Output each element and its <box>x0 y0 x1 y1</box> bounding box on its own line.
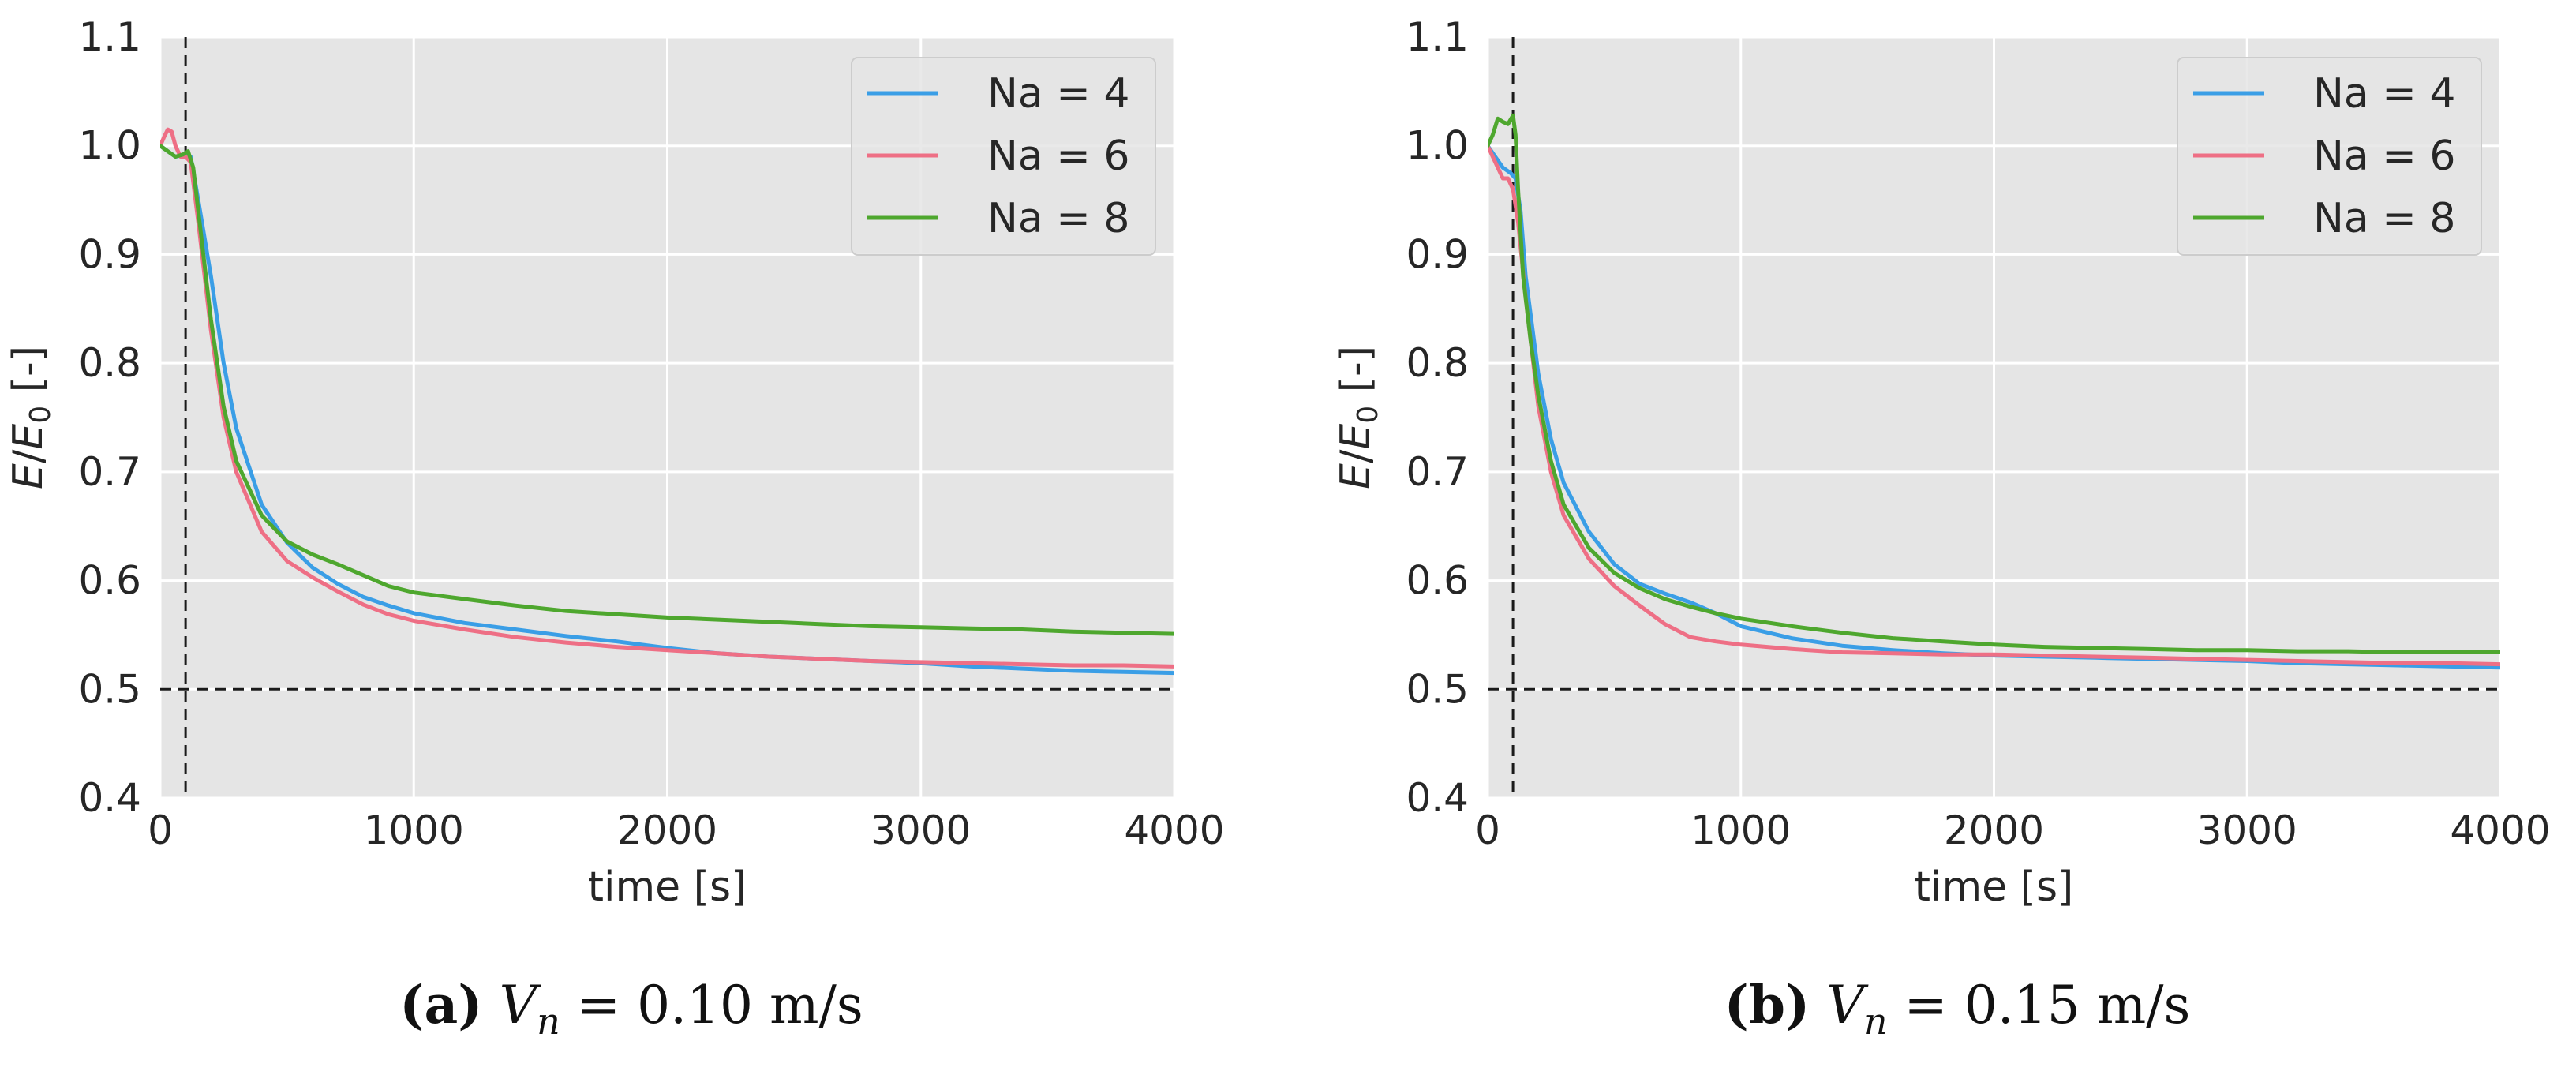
x-tick-label: 3000 <box>2197 807 2297 853</box>
y-axis-label: E/E0 [-] <box>5 346 57 489</box>
y-tick-label: 0.9 <box>78 231 141 277</box>
legend-label-1: Na = 4 <box>2313 70 2455 118</box>
chart-panel-1: 0 1000 2000 3000 4000 0.4 0.5 0.6 0.7 0.8 0.9 1.0 1.… <box>5 14 1225 1043</box>
x-tick-label: 4000 <box>2450 807 2550 853</box>
series-line-2 <box>1488 144 2500 667</box>
y-tick-label: 0.9 <box>1406 231 1469 277</box>
y-tick-label: 0.5 <box>78 666 141 712</box>
series-line-3 <box>160 144 1174 636</box>
x-axis-label: time [s] <box>588 863 747 911</box>
y-tick-label: 0.4 <box>1406 775 1469 821</box>
x-axis-label: time [s] <box>1915 863 2074 911</box>
legend-label-2: Na = 6 <box>2313 133 2455 180</box>
y-tick-label: 0.6 <box>1406 558 1469 604</box>
legend: Na = 4 Na = 6 Na = 8 <box>2177 57 2482 256</box>
y-axis-label: E/E0 [-] <box>1332 346 1384 489</box>
chart-panel-2: 0 1000 2000 3000 4000 0.4 0.5 0.6 0.7 0.8 0.9 1.0 1.… <box>1332 14 2551 1043</box>
y-tick-label: 1.1 <box>78 14 141 60</box>
legend-label-3: Na = 8 <box>987 195 1129 242</box>
legend-label-3: Na = 8 <box>2313 195 2455 242</box>
legend-box <box>851 57 1156 256</box>
y-tick-label: 0.8 <box>78 340 141 386</box>
y-tick-label: 0.5 <box>1406 666 1469 712</box>
y-tick-label: 0.7 <box>78 449 141 495</box>
y-tick-label: 0.4 <box>78 775 141 821</box>
x-tick-label: 1000 <box>364 807 464 853</box>
x-tick-label: 0 <box>148 807 173 853</box>
legend: Na = 4 Na = 6 Na = 8 <box>851 57 1156 256</box>
x-tick-label: 0 <box>1475 807 1500 853</box>
legend-label-1: Na = 4 <box>987 70 1129 118</box>
series-line-3 <box>1488 113 2500 654</box>
series-line-2 <box>160 127 1174 669</box>
y-tick-label: 1.0 <box>78 123 141 169</box>
legend-label-2: Na = 6 <box>987 133 1129 180</box>
y-tick-label: 0.8 <box>1406 340 1469 386</box>
figure-caption: (a) Vn = 0.10 m/s <box>399 974 863 1043</box>
x-tick-label: 3000 <box>871 807 971 853</box>
y-tick-label: 0.7 <box>1406 449 1469 495</box>
figure-caption: (b) Vn = 0.15 m/s <box>1724 974 2191 1043</box>
y-tick-label: 0.6 <box>78 558 141 604</box>
x-tick-label: 2000 <box>1944 807 2044 853</box>
x-tick-label: 2000 <box>617 807 717 853</box>
x-tick-label: 1000 <box>1690 807 1791 853</box>
y-tick-label: 1.1 <box>1406 14 1469 60</box>
legend-box <box>2177 57 2482 256</box>
x-tick-label: 4000 <box>1124 807 1224 853</box>
y-tick-label: 1.0 <box>1406 123 1469 169</box>
